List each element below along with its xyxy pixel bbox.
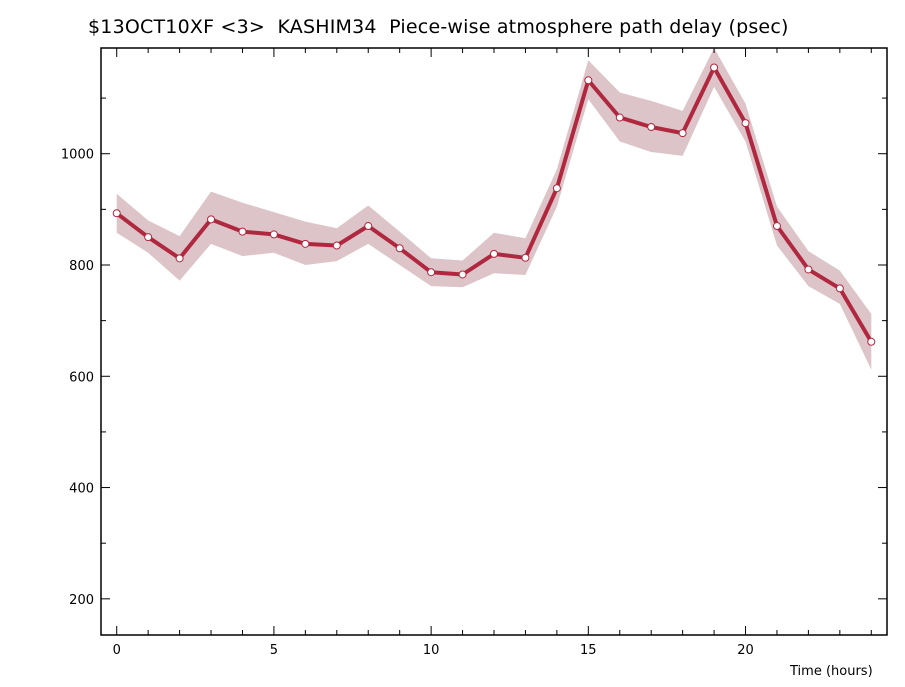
- x-tick-label: 10: [423, 643, 440, 658]
- plot-frame: [100, 47, 888, 636]
- x-axis-label: Time (hours): [790, 664, 873, 679]
- x-tick-label: 0: [113, 643, 121, 658]
- data-point: [710, 63, 719, 72]
- y-tick-label: 200: [69, 593, 94, 608]
- tick-layer: 0 5 10 15 20 200 400 600 800 1000: [61, 48, 887, 658]
- data-point: [647, 123, 656, 132]
- data-point: [867, 337, 876, 346]
- data-point: [144, 233, 153, 242]
- x-tick-label: 20: [737, 643, 754, 658]
- uncertainty-band-layer: [116, 48, 872, 370]
- y-tick-label: 800: [69, 259, 94, 274]
- data-point: [678, 129, 687, 138]
- y-tick-label: 400: [69, 482, 94, 497]
- uncertainty-band: [116, 48, 872, 370]
- data-point: [427, 268, 436, 277]
- data-point: [395, 244, 404, 253]
- x-tick-label: 15: [580, 643, 597, 658]
- chart-title: $13OCT10XF <3> KASHIM34 Piece-wise atmos…: [88, 16, 789, 38]
- data-point: [207, 215, 216, 224]
- data-point: [112, 209, 121, 218]
- data-point: [301, 239, 310, 248]
- data-point: [804, 265, 813, 274]
- data-point-layer: [112, 63, 876, 346]
- data-point: [490, 249, 498, 258]
- data-point: [364, 222, 373, 231]
- data-point: [175, 254, 184, 263]
- y-tick-label: 600: [69, 370, 94, 385]
- data-point: [584, 76, 593, 85]
- y-tick-label: 1000: [61, 148, 94, 163]
- data-point: [615, 113, 624, 122]
- data-point: [269, 230, 278, 239]
- data-point: [458, 270, 467, 279]
- data-point: [835, 284, 844, 293]
- data-point: [552, 184, 561, 193]
- data-point: [332, 241, 341, 250]
- data-point: [238, 227, 247, 236]
- data-point: [741, 119, 750, 128]
- data-point: [772, 222, 781, 231]
- data-point: [521, 253, 530, 262]
- x-tick-label: 5: [270, 643, 278, 658]
